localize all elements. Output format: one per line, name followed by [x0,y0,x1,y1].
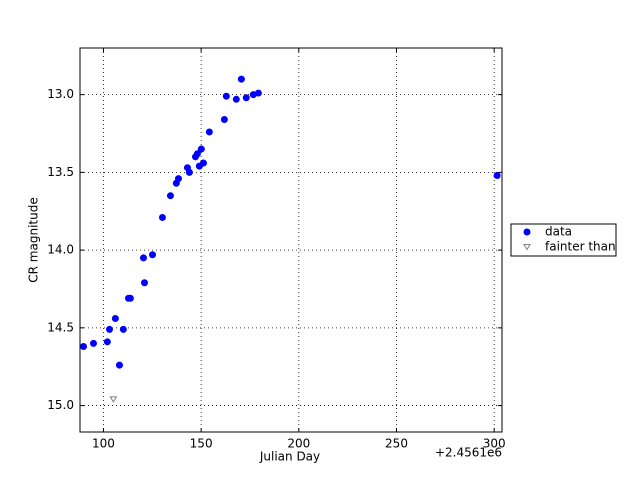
legend-label: fainter than [545,240,616,254]
y-tick-label: 14.5 [47,320,74,334]
data-point [242,94,250,102]
data-point [111,315,119,323]
data-point [193,150,201,158]
legend-label: data [545,225,572,239]
data-point [185,168,193,176]
plot-frame [79,47,503,433]
y-tick-label: 15.0 [47,398,74,412]
data-point [166,192,174,200]
data-point [80,342,88,350]
x-tick-label: 150 [190,437,213,451]
data-point [158,213,166,221]
data-point [220,116,228,124]
data-point [139,254,147,262]
data-point [148,251,156,259]
y-tick-label: 14.0 [47,243,74,257]
data-point [205,128,213,136]
data-point [106,325,114,333]
y-axis-label: CR magnitude [27,197,41,282]
x-axis-label: Julian Day [259,450,320,464]
data-point [119,325,127,333]
x-offset-label: +2.4561e6 [435,446,502,460]
x-tick-label: 250 [385,437,408,451]
x-tick-label: 100 [92,437,115,451]
data-point [254,89,262,97]
data-point [199,159,207,167]
data-point [115,361,123,369]
data-point [174,175,182,183]
data-point [222,92,230,100]
data-point [109,396,118,403]
data-point [493,171,501,179]
data-point [197,145,205,153]
data-point [237,75,245,83]
legend-marker [523,244,531,251]
data-point [103,338,111,346]
y-tick-label: 13.0 [47,87,74,101]
legend-marker [523,228,531,236]
data-point [89,339,97,347]
data-point [232,95,240,103]
data-point [140,279,148,287]
data-point [126,294,134,302]
x-tick-label: 300 [483,437,506,451]
y-tick-label: 13.5 [47,165,74,179]
x-tick-label: 200 [287,437,310,451]
